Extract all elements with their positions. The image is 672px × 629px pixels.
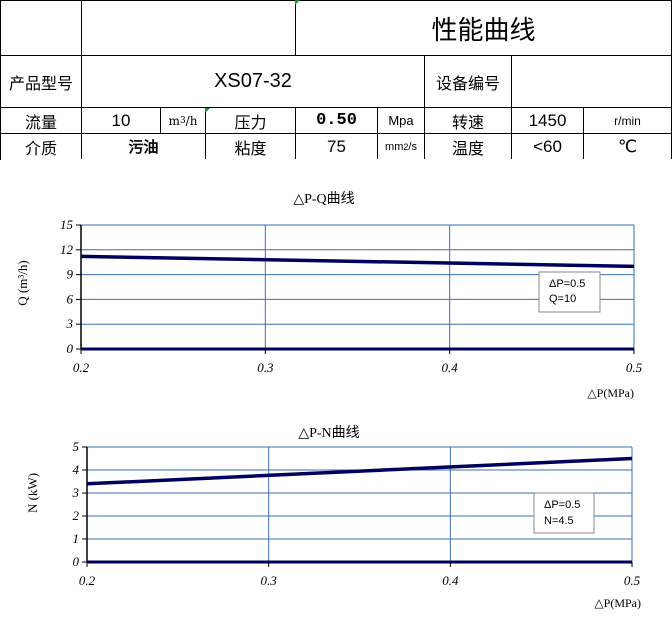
legend-line-2: Q=10 [549, 293, 576, 305]
y-axis-label: Q (m³/h) [15, 260, 30, 305]
y-tick-label: 3 [66, 316, 74, 331]
flow-unit-cell: m 3/h [161, 108, 206, 134]
temp-label: 温度 [451, 138, 484, 158]
legend-line-1: ΔP=0.5 [544, 499, 580, 511]
speed-label: 转速 [451, 112, 484, 132]
legend-line-2: N=4.5 [544, 515, 574, 527]
x-tick-label: 0.3 [257, 360, 274, 375]
pressure-label-cell: 压力 [206, 108, 296, 134]
pressure-unit: Mpa [388, 113, 414, 128]
x-axis-label: △P(MPa) [594, 596, 641, 610]
y-tick-label: 15 [60, 217, 74, 232]
y-tick-label: 6 [67, 291, 74, 306]
pressure-value: 0.50 [316, 111, 357, 130]
x-tick-label: 0.4 [442, 573, 459, 588]
x-tick-label: 0.2 [73, 360, 90, 375]
y-tick-label: 12 [60, 242, 74, 257]
y-tick-label: 2 [73, 508, 80, 523]
medium-value-cell[interactable]: 污油 [82, 134, 206, 160]
visc-unit-base: mm [385, 140, 404, 153]
page-title-cell: 性能曲线 [296, 0, 672, 56]
speed-value: 1450 [528, 110, 567, 130]
x-tick-label: 0.4 [442, 360, 459, 375]
comment-marker-icon [295, 0, 300, 5]
visc-value: 75 [327, 136, 346, 156]
speed-unit: r/min [614, 113, 641, 128]
comment-marker-icon [205, 108, 210, 113]
x-tick-label: 0.5 [626, 360, 643, 375]
y-tick-label: 9 [67, 267, 74, 282]
visc-value-cell[interactable]: 75 [296, 134, 378, 160]
x-tick-label: 0.5 [624, 573, 641, 588]
y-tick-label: 4 [73, 462, 80, 477]
medium-value: 污油 [128, 138, 159, 156]
legend-line-1: ΔP=0.5 [549, 278, 585, 290]
temp-unit-cell: ℃ [584, 134, 672, 160]
series-line [86, 456, 633, 486]
flow-label-cell: 流量 [0, 108, 82, 134]
flow-unit-tail: /h [185, 113, 198, 128]
legend-box: ΔP=0.5 Q=10 [538, 271, 601, 313]
equip-label: 设备编号 [435, 73, 500, 93]
page-title: 性能曲线 [431, 15, 536, 46]
flow-unit-sup: 3 [179, 115, 186, 126]
visc-unit-cell: mm 2/s [378, 134, 425, 160]
pressure-unit-cell: Mpa [378, 108, 425, 134]
temp-value-cell[interactable]: <60 [512, 134, 584, 160]
pressure-value-cell[interactable]: 0.50 [296, 108, 378, 134]
header-blank-cell-2 [82, 0, 296, 56]
chart-title: △P-Q曲线 [293, 191, 354, 207]
speed-unit-cell: r/min [584, 108, 672, 134]
visc-label: 粘度 [234, 138, 267, 158]
x-tick-label: 0.2 [79, 573, 96, 588]
model-label-cell: 产品型号 [0, 56, 82, 108]
y-tick-label: 0 [73, 554, 80, 569]
model-value: XS07-32 [214, 70, 292, 92]
temp-value: <60 [533, 136, 562, 156]
medium-label: 介质 [24, 138, 57, 158]
y-tick-label: 3 [72, 485, 80, 500]
y-tick-label: 1 [73, 531, 80, 546]
chart-dp-n: △P-N曲线 0 1 2 3 4 5 0.2 0.3 0.4 0.5 N (kW) △P(MPa… [25, 425, 641, 610]
medium-label-cell: 介质 [0, 134, 82, 160]
equip-label-cell: 设备编号 [425, 56, 512, 108]
temp-unit: ℃ [617, 136, 638, 157]
flow-value-cell[interactable]: 10 [82, 108, 161, 134]
flow-label: 流量 [24, 112, 57, 132]
y-tick-label: 5 [73, 439, 80, 454]
model-label: 产品型号 [8, 73, 73, 93]
legend-box: ΔP=0.5 N=4.5 [533, 492, 595, 534]
speed-value-cell[interactable]: 1450 [512, 108, 584, 134]
y-axis-label: N (kW) [25, 473, 40, 513]
visc-unit-tail: /s [408, 140, 417, 153]
flow-unit-base: m [168, 113, 180, 128]
x-axis-label: △P(MPa) [587, 386, 634, 400]
temp-label-cell: 温度 [425, 134, 512, 160]
visc-unit-sup: 2 [403, 141, 409, 152]
equip-value-cell[interactable] [512, 56, 672, 108]
pressure-label: 压力 [234, 112, 267, 132]
header-blank-cell-1 [0, 0, 82, 56]
model-value-cell[interactable]: XS07-32 [82, 56, 425, 108]
series-line [80, 254, 635, 269]
chart-title: △P-N曲线 [298, 425, 359, 441]
x-tick-label: 0.3 [261, 573, 278, 588]
flow-value: 10 [111, 110, 131, 130]
speed-label-cell: 转速 [425, 108, 512, 134]
y-tick-label: 0 [67, 341, 74, 356]
visc-label-cell: 粘度 [206, 134, 296, 160]
chart-dp-q: △P-Q曲线 0 3 6 9 12 15 0.2 0.3 0.4 0.5 Q (m³/h) △P… [15, 191, 643, 400]
